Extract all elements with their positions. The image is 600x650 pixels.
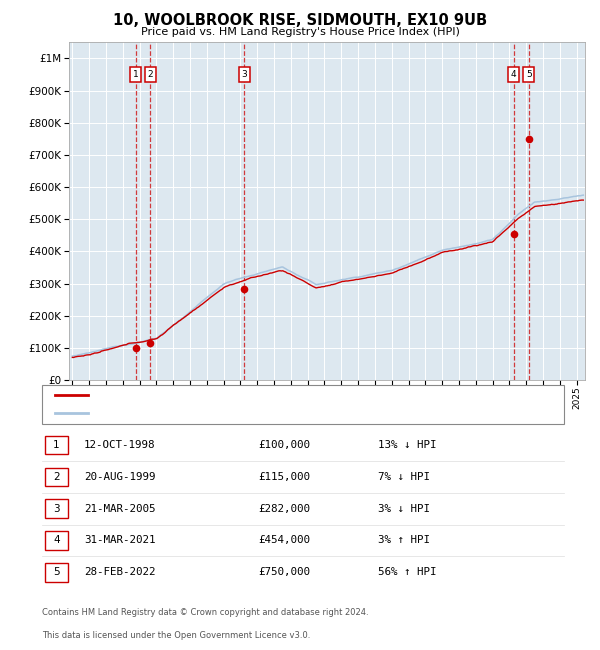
Text: 1: 1 [133,70,139,79]
Text: 5: 5 [53,567,60,577]
Text: 3: 3 [241,70,247,79]
Text: 28-FEB-2022: 28-FEB-2022 [84,567,155,577]
Text: 31-MAR-2021: 31-MAR-2021 [84,536,155,545]
Text: 7% ↓ HPI: 7% ↓ HPI [378,472,430,482]
Text: 10, WOOLBROOK RISE, SIDMOUTH, EX10 9UB (detached house): 10, WOOLBROOK RISE, SIDMOUTH, EX10 9UB (… [95,391,413,400]
Text: 3% ↑ HPI: 3% ↑ HPI [378,536,430,545]
Text: 2: 2 [148,70,153,79]
Text: 12-OCT-1998: 12-OCT-1998 [84,440,155,450]
Text: £750,000: £750,000 [258,567,310,577]
Text: 4: 4 [53,536,60,545]
Text: 20-AUG-1999: 20-AUG-1999 [84,472,155,482]
Text: 10, WOOLBROOK RISE, SIDMOUTH, EX10 9UB: 10, WOOLBROOK RISE, SIDMOUTH, EX10 9UB [113,13,487,28]
Text: 13% ↓ HPI: 13% ↓ HPI [378,440,437,450]
Text: HPI: Average price, detached house, East Devon: HPI: Average price, detached house, East… [95,408,337,418]
Text: £454,000: £454,000 [258,536,310,545]
Text: 2: 2 [53,472,60,482]
Text: £282,000: £282,000 [258,504,310,514]
Text: £115,000: £115,000 [258,472,310,482]
Text: £100,000: £100,000 [258,440,310,450]
Text: 1: 1 [53,440,60,450]
Text: 21-MAR-2005: 21-MAR-2005 [84,504,155,514]
Text: 3% ↓ HPI: 3% ↓ HPI [378,504,430,514]
Text: 5: 5 [526,70,532,79]
Text: 56% ↑ HPI: 56% ↑ HPI [378,567,437,577]
Text: Price paid vs. HM Land Registry's House Price Index (HPI): Price paid vs. HM Land Registry's House … [140,27,460,37]
Text: 3: 3 [53,504,60,514]
Text: Contains HM Land Registry data © Crown copyright and database right 2024.: Contains HM Land Registry data © Crown c… [42,608,368,617]
Text: This data is licensed under the Open Government Licence v3.0.: This data is licensed under the Open Gov… [42,631,310,640]
Text: 4: 4 [511,70,517,79]
